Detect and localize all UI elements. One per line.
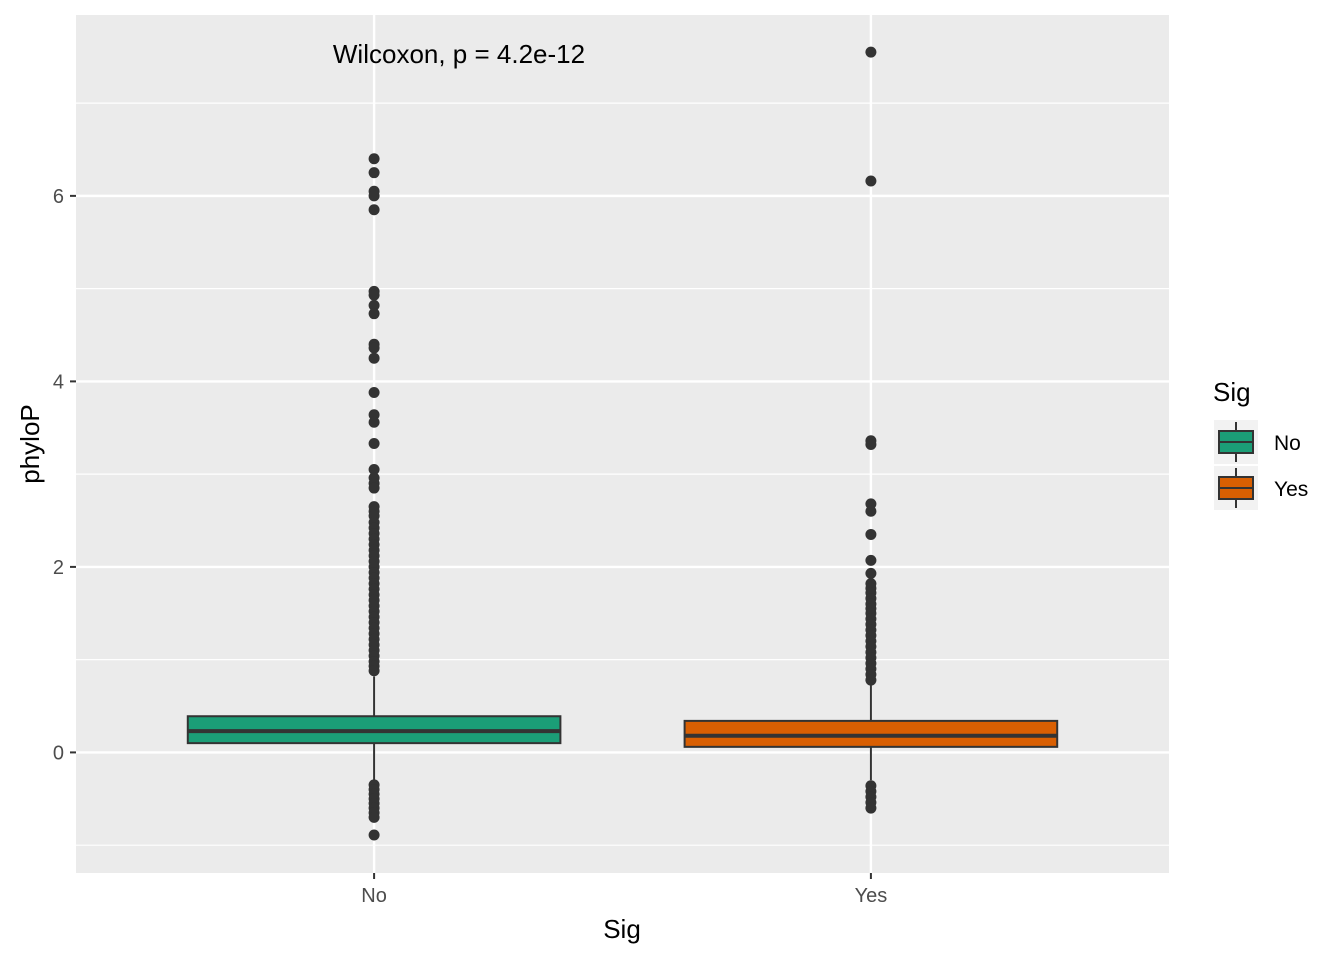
outlier-point xyxy=(865,505,877,517)
outlier-point xyxy=(368,829,380,841)
box-no xyxy=(186,153,562,841)
y-tick-label: 4 xyxy=(53,371,64,393)
outlier-point xyxy=(368,308,380,320)
legend-title: Sig xyxy=(1213,377,1251,407)
wilcoxon-annotation: Wilcoxon, p = 4.2e-12 xyxy=(333,39,585,69)
minor-gridlines xyxy=(76,102,1169,846)
outlier-point xyxy=(368,482,380,494)
outlier-point xyxy=(865,554,877,566)
y-tick-label: 2 xyxy=(53,557,64,579)
outlier-point xyxy=(368,167,380,179)
outlier-point xyxy=(368,811,380,823)
outlier-point xyxy=(368,438,380,450)
outlier-point xyxy=(368,464,380,476)
outlier-point xyxy=(368,190,380,202)
outlier-point xyxy=(865,175,877,187)
outlier-point xyxy=(368,352,380,364)
outlier-point xyxy=(368,204,380,216)
outlier-point xyxy=(368,387,380,399)
x-tick-label: Yes xyxy=(855,885,888,907)
outlier-point xyxy=(865,46,877,58)
legend-label: No xyxy=(1274,432,1301,455)
x-axis-title: Sig xyxy=(603,914,641,944)
y-axis-title: phyloP xyxy=(15,404,45,484)
outlier-point xyxy=(368,416,380,428)
legend: Sig No Yes xyxy=(1213,377,1308,510)
outlier-point xyxy=(865,674,877,686)
outlier-point xyxy=(368,299,380,311)
x-axis-ticks: No Yes xyxy=(361,873,887,907)
outlier-point xyxy=(368,289,380,301)
box-yes xyxy=(683,46,1059,814)
x-tick-label: No xyxy=(361,885,387,907)
y-axis-ticks: 0 2 4 6 xyxy=(53,186,76,764)
outlier-point xyxy=(368,342,380,354)
outlier-point xyxy=(865,528,877,540)
y-tick-label: 6 xyxy=(53,186,64,208)
legend-item-yes: Yes xyxy=(1214,466,1308,510)
outlier-point xyxy=(368,665,380,677)
legend-item-no: No xyxy=(1214,420,1301,464)
outlier-point xyxy=(865,802,877,814)
outlier-point xyxy=(368,153,380,165)
y-tick-label: 0 xyxy=(53,742,64,764)
legend-keys: No Yes xyxy=(1214,420,1308,510)
legend-label: Yes xyxy=(1274,478,1308,501)
outlier-point xyxy=(865,438,877,450)
outlier-point xyxy=(865,567,877,579)
box-series xyxy=(186,46,1059,841)
